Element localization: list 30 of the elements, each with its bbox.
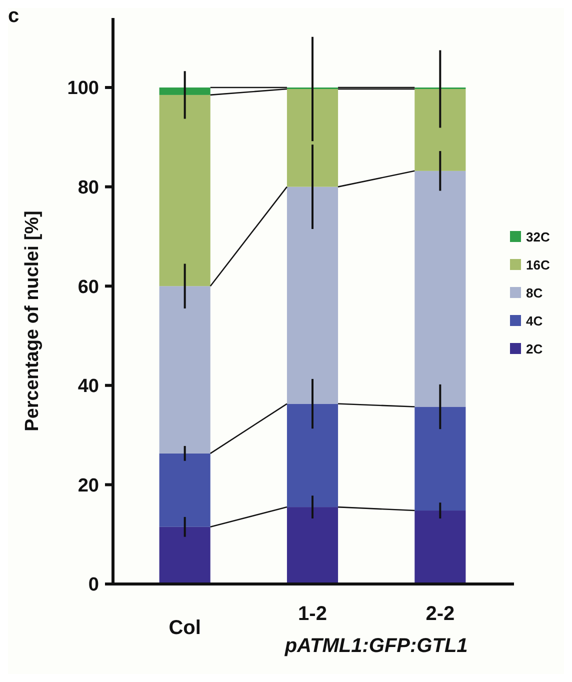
y-tick-label: 0 [88, 574, 99, 596]
bar [286, 89, 338, 187]
legend-label: 32C [526, 230, 550, 245]
bar [159, 453, 210, 527]
y-tick-label: 40 [78, 376, 99, 398]
y-tick-label: 60 [78, 276, 99, 298]
bar [286, 507, 338, 584]
x-tick-label: 2-2 [426, 603, 455, 625]
bar [159, 88, 210, 95]
bar [414, 89, 466, 171]
y-tick-label: 100 [67, 78, 99, 100]
legend-label: 16C [526, 258, 550, 273]
y-tick-label: 80 [78, 177, 99, 198]
text: pATML1:GFP:GTL1 [284, 635, 468, 657]
legend-label: 4C [526, 314, 544, 329]
legend-label: 8C [526, 286, 544, 301]
bar [159, 94, 210, 286]
bar [414, 170, 466, 407]
bar [159, 526, 210, 584]
y-axis-title: Percentage of nuclei [%] [22, 210, 43, 432]
bar [286, 186, 338, 404]
text: c [8, 5, 20, 27]
bar [414, 510, 466, 584]
x-tick-label: Col [168, 617, 201, 639]
bar [286, 404, 338, 508]
x-tick-label: 1-2 [298, 603, 327, 625]
y-tick-label: 20 [78, 475, 99, 496]
legend-label: 2C [526, 342, 544, 357]
bar [414, 406, 466, 511]
bar [159, 286, 210, 454]
